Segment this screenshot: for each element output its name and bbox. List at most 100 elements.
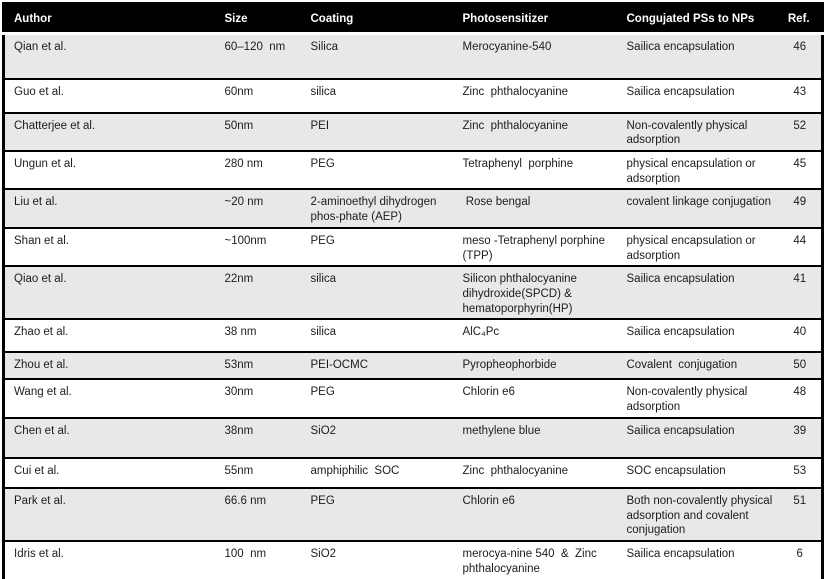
table-row: Zhou et al. 53nm PEI-OCMC Pyropheophorbi… <box>3 351 823 380</box>
cell-ref: 44 <box>778 226 823 267</box>
cell-ref: 39 <box>778 416 823 458</box>
cell-conjugation: physical encapsulation or adsorption <box>617 226 779 267</box>
table-row: Qiao et al. 22nm silica Silicon phthaloc… <box>3 265 823 320</box>
cell-ref: 41 <box>778 265 823 320</box>
cell-photosensitizer: Tetraphenyl porphine <box>453 149 618 190</box>
table-row: Ungun et al. 280 nm PEG Tetraphenyl porp… <box>3 149 823 190</box>
cell-photosensitizer: Pyropheophorbide <box>453 351 618 380</box>
cell-ref: 43 <box>778 77 823 113</box>
cell-coating: PEI-OCMC <box>301 351 454 380</box>
cell-photosensitizer: Merocyanine-540 <box>453 32 618 79</box>
cell-coating: PEI <box>301 111 454 151</box>
cell-photosensitizer: merocya-nine 540 & Zinc phthalocyanine <box>453 540 618 579</box>
table-row: Chatterjee et al. 50nm PEI Zinc phthaloc… <box>3 111 823 151</box>
cell-size: 22nm <box>215 265 302 320</box>
col-header-ref: Ref. <box>778 3 823 35</box>
cell-coating: PEG <box>301 226 454 267</box>
col-header-size: Size <box>215 3 302 35</box>
cell-author: Chen et al. <box>3 416 216 458</box>
cell-size: 53nm <box>215 351 302 380</box>
cell-ref: 52 <box>778 111 823 151</box>
cell-size: 50nm <box>215 111 302 151</box>
cell-conjugation: physical encapsulation or adsorption <box>617 149 779 190</box>
table-row: Guo et al. 60nm silica Zinc phthalocyani… <box>3 77 823 113</box>
cell-conjugation: Sailica encapsulation <box>617 265 779 320</box>
cell-author: Idris et al. <box>3 540 216 579</box>
cell-photosensitizer: meso -Tetraphenyl porphine (TPP) <box>453 226 618 267</box>
cell-size: ~20 nm <box>215 188 302 228</box>
cell-coating: SiO2 <box>301 540 454 579</box>
cell-conjugation: Sailica encapsulation <box>617 540 779 579</box>
cell-size: 38 nm <box>215 318 302 353</box>
cell-coating: SiO2 <box>301 416 454 458</box>
cell-coating: silica <box>301 265 454 320</box>
cell-photosensitizer: AlC₄Pc <box>453 318 618 353</box>
cell-coating: Silica <box>301 32 454 79</box>
table-row: Idris et al. 100 nm SiO2 merocya-nine 54… <box>3 540 823 579</box>
col-header-conjugation: Congujated PSs to NPs <box>617 3 779 35</box>
cell-conjugation: Non-covalently physical adsorption <box>617 378 779 418</box>
table-row: Park et al. 66.6 nm PEG Chlorin e6 Both … <box>3 486 823 541</box>
cell-coating: silica <box>301 318 454 353</box>
cell-author: Park et al. <box>3 486 216 541</box>
cell-ref: 48 <box>778 378 823 418</box>
cell-conjugation: covalent linkage conjugation <box>617 188 779 228</box>
table-row: Cui et al. 55nm amphiphilic SOC Zinc pht… <box>3 456 823 488</box>
cell-photosensitizer: Silicon phthalocyanine dihydroxide(SPCD)… <box>453 265 618 320</box>
cell-coating: PEG <box>301 486 454 541</box>
cell-ref: 45 <box>778 149 823 190</box>
cell-author: Qiao et al. <box>3 265 216 320</box>
table-row: Liu et al. ~20 nm 2-aminoethyl dihydroge… <box>3 188 823 228</box>
cell-size: 55nm <box>215 456 302 488</box>
table-row: Zhao et al. 38 nm silica AlC₄Pc Sailica … <box>3 318 823 353</box>
cell-photosensitizer: Chlorin e6 <box>453 378 618 418</box>
cell-author: Shan et al. <box>3 226 216 267</box>
cell-conjugation: Sailica encapsulation <box>617 318 779 353</box>
cell-author: Liu et al. <box>3 188 216 228</box>
cell-photosensitizer: Zinc phthalocyanine <box>453 456 618 488</box>
cell-author: Zhou et al. <box>3 351 216 380</box>
cell-size: 66.6 nm <box>215 486 302 541</box>
cell-conjugation: Covalent conjugation <box>617 351 779 380</box>
cell-photosensitizer: Rose bengal <box>453 188 618 228</box>
cell-conjugation: Sailica encapsulation <box>617 77 779 113</box>
cell-conjugation: Non-covalently physical adsorption <box>617 111 779 151</box>
cell-photosensitizer: Zinc phthalocyanine <box>453 77 618 113</box>
cell-author: Ungun et al. <box>3 149 216 190</box>
col-header-photosensitizer: Photosensitizer <box>453 3 618 35</box>
table-row: Shan et al. ~100nm PEG meso -Tetraphenyl… <box>3 226 823 267</box>
cell-size: ~100nm <box>215 226 302 267</box>
cell-coating: PEG <box>301 378 454 418</box>
cell-size: 280 nm <box>215 149 302 190</box>
cell-coating: PEG <box>301 149 454 190</box>
cell-size: 100 nm <box>215 540 302 579</box>
table-row: Wang et al. 30nm PEG Chlorin e6 Non-cova… <box>3 378 823 418</box>
cell-ref: 53 <box>778 456 823 488</box>
cell-ref: 40 <box>778 318 823 353</box>
cell-photosensitizer: Zinc phthalocyanine <box>453 111 618 151</box>
cell-author: Cui et al. <box>3 456 216 488</box>
cell-size: 60nm <box>215 77 302 113</box>
cell-author: Guo et al. <box>3 77 216 113</box>
cell-photosensitizer: Chlorin e6 <box>453 486 618 541</box>
cell-ref: 6 <box>778 540 823 579</box>
cell-size: 38nm <box>215 416 302 458</box>
cell-coating: silica <box>301 77 454 113</box>
cell-ref: 46 <box>778 32 823 79</box>
cell-conjugation: Both non-covalently physical adsorption … <box>617 486 779 541</box>
cell-ref: 51 <box>778 486 823 541</box>
cell-conjugation: SOC encapsulation <box>617 456 779 488</box>
col-header-coating: Coating <box>301 3 454 35</box>
cell-coating: 2-aminoethyl dihydrogen phos-phate (AEP) <box>301 188 454 228</box>
table-row: Qian et al. 60–120 nm Silica Merocyanine… <box>3 32 823 79</box>
cell-author: Chatterjee et al. <box>3 111 216 151</box>
cell-conjugation: Sailica encapsulation <box>617 32 779 79</box>
cell-author: Qian et al. <box>3 32 216 79</box>
cell-ref: 50 <box>778 351 823 380</box>
cell-ref: 49 <box>778 188 823 228</box>
cell-author: Zhao et al. <box>3 318 216 353</box>
table-row: Chen et al. 38nm SiO2 methylene blue Sai… <box>3 416 823 458</box>
col-header-author: Author <box>3 3 216 35</box>
